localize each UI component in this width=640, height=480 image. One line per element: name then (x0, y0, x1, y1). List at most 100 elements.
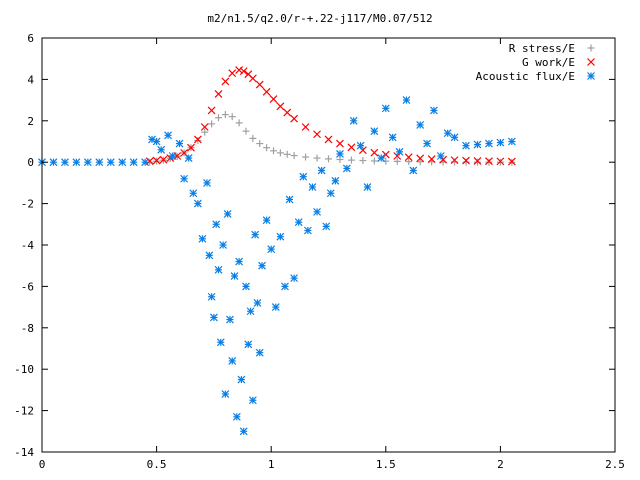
data-point (308, 183, 317, 191)
data-point (255, 80, 264, 89)
data-point (290, 114, 299, 123)
data-point (404, 153, 413, 162)
data-point (244, 340, 253, 349)
data-point (246, 307, 255, 316)
data-point (223, 210, 232, 218)
data-point (235, 66, 244, 75)
data-point (212, 220, 221, 229)
data-point (430, 106, 438, 115)
data-point (72, 158, 81, 167)
data-point (187, 143, 195, 152)
data-point (232, 412, 241, 421)
series-2 (145, 66, 516, 166)
data-point (485, 139, 493, 148)
data-point (214, 89, 223, 98)
data-point (253, 299, 262, 307)
y-tick-label: -4 (21, 239, 35, 252)
data-point (381, 104, 390, 113)
data-point (95, 158, 104, 167)
data-point (83, 158, 92, 167)
data-point (313, 207, 321, 216)
data-point (290, 274, 299, 283)
data-point (118, 158, 127, 167)
data-point (462, 141, 470, 150)
data-point (189, 189, 198, 198)
data-point (208, 120, 216, 128)
data-point (258, 261, 266, 270)
data-point (152, 137, 161, 146)
data-point (251, 230, 260, 239)
data-point (370, 157, 378, 165)
data-point (313, 154, 321, 162)
series-3 (38, 96, 516, 436)
x-tick-label: 0 (39, 458, 46, 471)
data-point (242, 282, 250, 291)
data-point (209, 313, 218, 322)
data-point (129, 158, 138, 167)
data-point (443, 129, 452, 138)
y-tick-label: 0 (27, 156, 34, 169)
data-point (393, 157, 401, 165)
data-point (301, 123, 310, 131)
series-layer (38, 66, 516, 436)
data-point (207, 292, 216, 301)
y-tick-label: -14 (14, 446, 34, 459)
data-point (221, 111, 229, 119)
legend-label: R stress/E (509, 42, 575, 55)
legend-marker (587, 44, 595, 52)
data-point (221, 77, 230, 86)
data-point (325, 155, 332, 163)
x-tick-label: 2.5 (605, 458, 625, 471)
data-point (262, 87, 271, 96)
data-point (248, 74, 257, 83)
data-point (336, 149, 344, 158)
data-point (242, 127, 250, 135)
data-point (106, 158, 115, 167)
x-tick-label: 2 (497, 458, 504, 471)
data-point (388, 133, 397, 142)
data-point (164, 131, 172, 140)
data-point (496, 157, 505, 166)
data-point (235, 119, 243, 127)
data-point (359, 157, 367, 165)
y-tick-label: -10 (14, 363, 34, 376)
x-tick-label: 1 (268, 458, 275, 471)
data-point (342, 164, 351, 173)
data-point (201, 128, 209, 136)
data-point (152, 156, 161, 165)
data-point (276, 149, 284, 157)
data-point (269, 147, 277, 155)
data-point (203, 178, 211, 187)
data-point (262, 216, 271, 225)
data-point (462, 156, 470, 165)
data-point (145, 157, 154, 166)
data-point (416, 158, 424, 166)
data-point (276, 102, 285, 111)
x-tick-label: 1.5 (376, 458, 396, 471)
data-point (427, 155, 436, 164)
data-point (450, 133, 459, 142)
data-point (405, 158, 413, 166)
data-point (271, 303, 280, 312)
data-point (356, 141, 365, 150)
axes-layer: 0 0.5 1 1.5 2 2.5 6 4 2 0 -2 -4 -6 -8 -10 -12 -14 (14, 32, 625, 471)
data-point (395, 147, 404, 156)
data-point (382, 157, 390, 165)
data-point (326, 189, 335, 198)
data-point (290, 152, 298, 160)
data-point (370, 148, 379, 157)
data-point (370, 127, 379, 136)
data-point (283, 108, 292, 117)
data-point (349, 116, 358, 125)
data-point (473, 158, 481, 166)
data-point (294, 218, 303, 227)
data-point (283, 150, 291, 158)
data-point (239, 427, 248, 436)
data-point (168, 152, 177, 160)
data-point (219, 241, 227, 249)
y-tick-label: -12 (14, 405, 34, 418)
data-point (49, 158, 58, 167)
data-point (228, 356, 237, 365)
data-point (281, 282, 289, 291)
data-point (159, 155, 168, 164)
